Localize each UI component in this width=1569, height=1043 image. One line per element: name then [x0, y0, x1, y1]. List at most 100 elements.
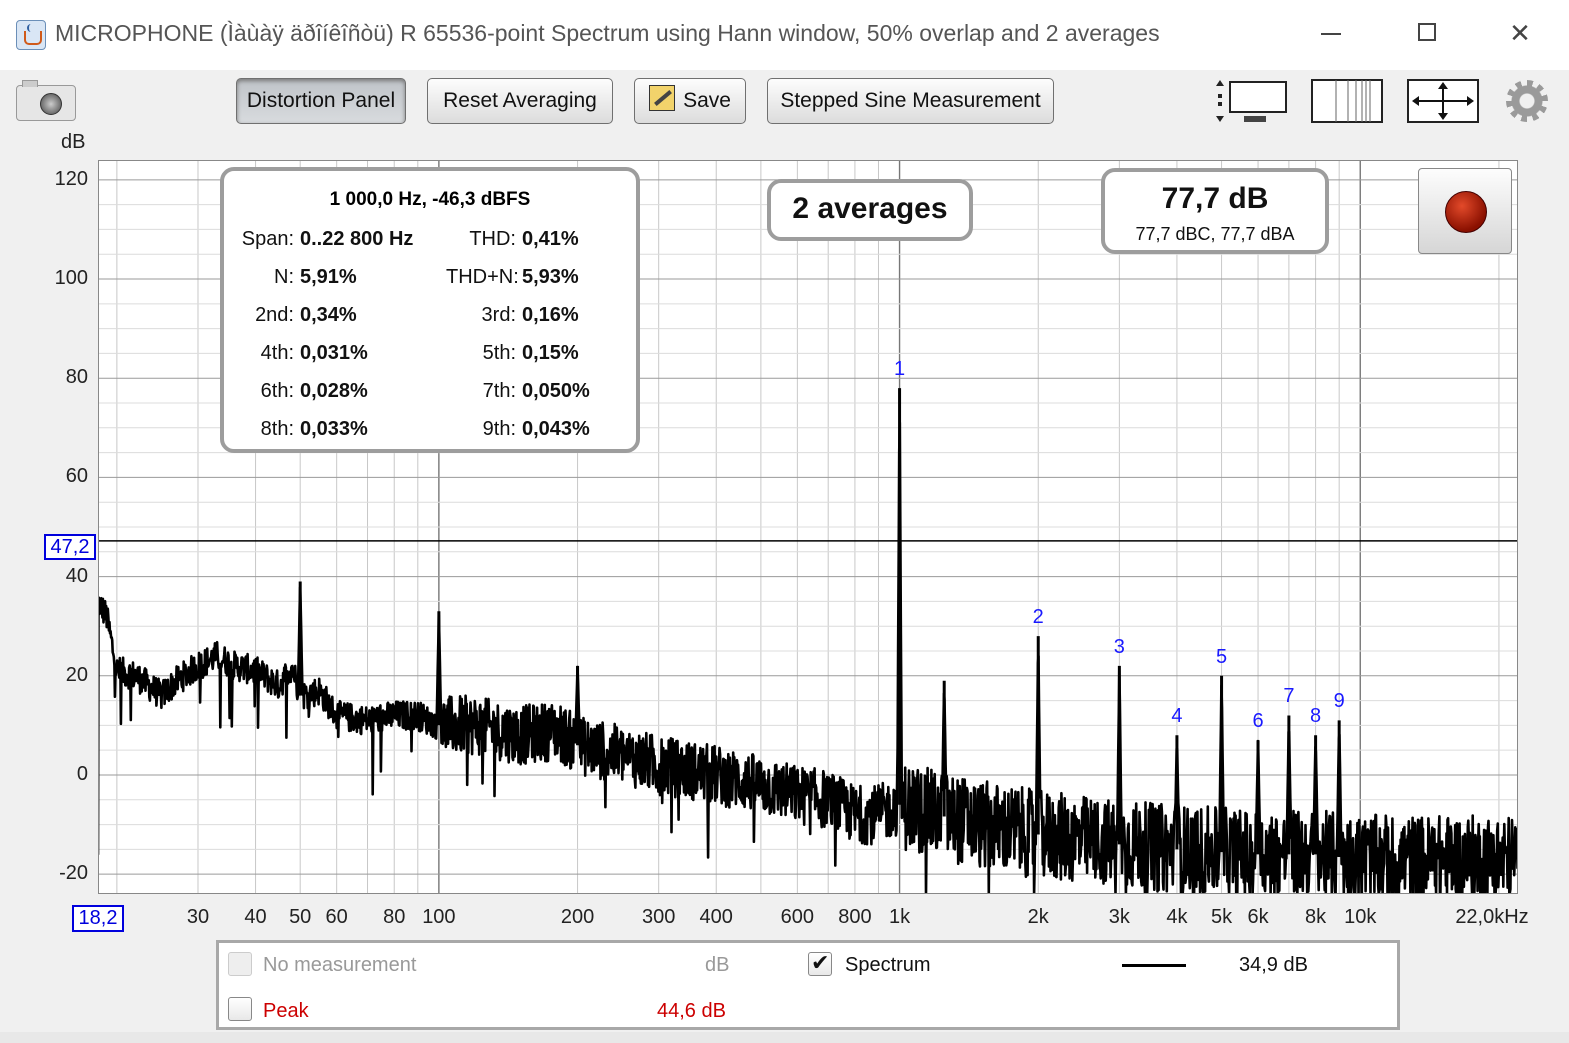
distortion-panel: 1 000,0 Hz, -46,3 dBFS Span: 0..22 800 Hz… [220, 167, 640, 453]
metric-label: 8th: [260, 418, 294, 440]
x-tick-label: 2k [1027, 906, 1049, 928]
y-cursor-readout[interactable]: 47,2 [44, 534, 96, 560]
y-tick-label: 100 [54, 267, 88, 290]
metric-label: 6th: [260, 380, 294, 402]
x-tick-label: 60 [325, 906, 348, 928]
y-tick-label: -20 [59, 862, 88, 885]
fit-both-icon[interactable] [1404, 76, 1482, 126]
save-button[interactable]: Save [634, 78, 746, 124]
record-button[interactable] [1418, 168, 1512, 254]
x-tick-label: 600 [780, 906, 815, 928]
level-weighted: 77,7 dBC, 77,7 dBA [1135, 224, 1295, 244]
harmonic-marker-7: 7 [1283, 685, 1295, 708]
x-cursor-readout[interactable]: 18,2 [72, 905, 124, 932]
spectrum-line-swatch [1122, 964, 1186, 967]
maximize-icon [1418, 23, 1436, 41]
distortion-panel-button[interactable]: Distortion Panel [236, 78, 406, 124]
spectrum-value: 34,9 dB [1239, 954, 1308, 976]
distortion-row: Span: 0..22 800 Hz THD: 0,41% [224, 228, 636, 256]
metric-label: 5th: [482, 342, 516, 364]
metric-label: 3rd: [481, 304, 516, 326]
x-tick-label: 800 [838, 906, 872, 928]
y-tick-label: 0 [76, 762, 88, 785]
no-measurement-label: No measurement [263, 954, 417, 976]
metric-label: 9th: [482, 418, 516, 440]
harmonic-marker-5: 5 [1216, 645, 1228, 668]
spectrum-trace [98, 421, 1518, 894]
close-icon: ✕ [1509, 18, 1531, 48]
distortion-row: 4th: 0,031% 5th: 0,15% [224, 342, 636, 370]
metric-label: Span: [241, 228, 294, 250]
harmonic-marker-9: 9 [1333, 690, 1345, 713]
status-strip [0, 1032, 1569, 1043]
camera-icon[interactable] [16, 80, 76, 121]
record-icon [1445, 191, 1487, 233]
metric-value: 0,043% [522, 418, 590, 440]
x-tick-label: 5k [1211, 906, 1233, 928]
y-tick-label: 80 [65, 366, 88, 389]
y-tick-label: 20 [65, 663, 88, 686]
java-app-icon [16, 20, 46, 50]
metric-value: 0,15% [522, 342, 579, 364]
no-measurement-unit: dB [705, 954, 730, 976]
distortion-row: 2nd: 0,34% 3rd: 0,16% [224, 304, 636, 332]
plot-frame [98, 160, 1518, 894]
peak-checkbox[interactable] [228, 997, 252, 1021]
x-tick-label: 1k [889, 906, 911, 928]
y-axis-unit: dB [61, 131, 86, 153]
metric-label: 2nd: [255, 304, 294, 326]
x-tick-label: 8k [1305, 906, 1327, 928]
x-tick-label: 400 [699, 906, 733, 928]
metric-label: THD: [469, 228, 516, 250]
metric-value: 0..22 800 Hz [300, 228, 414, 250]
metric-value: 0,050% [522, 380, 590, 402]
minimize-button[interactable] [1300, 10, 1360, 56]
gear-icon[interactable] [1506, 80, 1548, 122]
metric-value: 0,34% [300, 304, 357, 326]
save-icon [649, 85, 676, 112]
x-tick-label: 300 [641, 906, 676, 928]
metric-value: 0,033% [300, 418, 368, 440]
x-tick-label: 100 [422, 906, 456, 928]
harmonic-marker-1: 1 [894, 358, 906, 381]
averages-indicator: 2 averages [767, 179, 973, 241]
reset-averaging-button[interactable]: Reset Averaging [427, 78, 613, 124]
window-title: MICROPHONE (Ìàùàÿ äðîíêîñòü) R 65536-poi… [55, 20, 1160, 46]
level-meter: 77,7 dB 77,7 dBC, 77,7 dBA [1101, 168, 1329, 254]
x-tick-label: 4k [1166, 906, 1188, 928]
metric-label: 4th: [260, 342, 294, 364]
x-tick-label: 3k [1108, 906, 1130, 928]
maximize-button[interactable] [1398, 10, 1458, 56]
fundamental-readout: 1 000,0 Hz, -46,3 dBFS [329, 189, 531, 210]
metric-value: 0,031% [300, 342, 368, 364]
stepped-sine-button[interactable]: Stepped Sine Measurement [767, 78, 1054, 124]
spectrum-checkbox[interactable] [808, 950, 832, 976]
fit-vertical-icon[interactable] [1212, 76, 1292, 126]
x-tick-label: 22,0kHz [1455, 906, 1529, 928]
y-tick-label: 40 [65, 564, 88, 587]
close-button[interactable]: ✕ [1490, 10, 1550, 56]
harmonic-marker-4: 4 [1171, 705, 1183, 728]
minimize-icon [1321, 33, 1341, 35]
harmonic-marker-3: 3 [1113, 635, 1125, 658]
x-tick-label: 50 [289, 906, 312, 928]
x-tick-label: 10k [1344, 906, 1377, 928]
no-measurement-checkbox[interactable] [228, 952, 252, 976]
distortion-row: 8th: 0,033% 9th: 0,043% [224, 418, 636, 446]
metric-value: 0,028% [300, 380, 368, 402]
x-tick-label: 200 [560, 906, 595, 928]
distortion-row: 6th: 0,028% 7th: 0,050% [224, 380, 636, 408]
title-bar: MICROPHONE (Ìàùàÿ äðîíêîñòü) R 65536-poi… [0, 0, 1569, 70]
y-tick-label: 60 [65, 465, 88, 488]
metric-value: 5,93% [522, 266, 579, 288]
harmonic-marker-8: 8 [1310, 705, 1322, 728]
peak-label: Peak [263, 1000, 309, 1022]
x-tick-label: 40 [244, 906, 267, 928]
legend-panel: No measurement dB Spectrum 34,9 dB Peak … [216, 940, 1400, 1030]
metric-value: 0,41% [522, 228, 579, 250]
grid-columns-icon[interactable] [1308, 76, 1386, 126]
metric-value: 0,16% [522, 304, 579, 326]
metric-value: 5,91% [300, 266, 357, 288]
x-tick-label: 80 [383, 906, 406, 928]
harmonic-marker-6: 6 [1252, 710, 1264, 733]
